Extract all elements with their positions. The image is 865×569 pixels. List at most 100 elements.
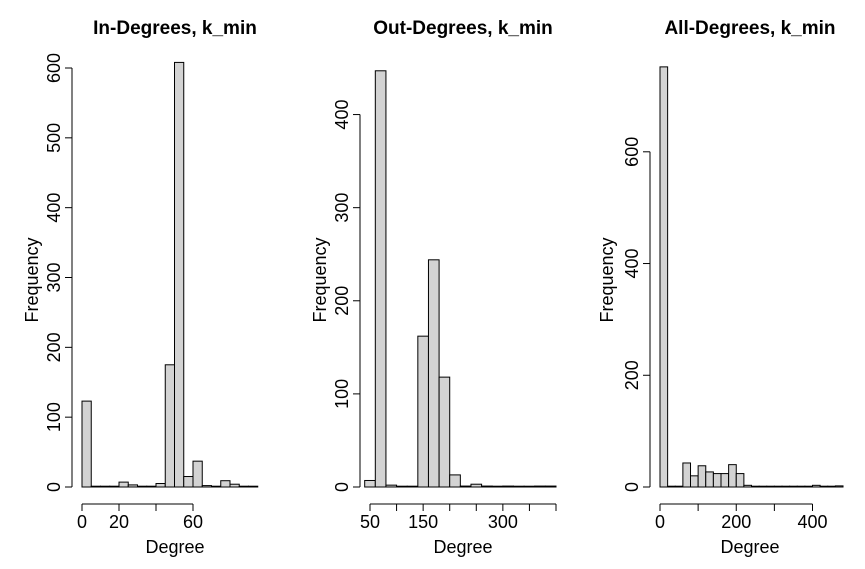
y-tick-label: 600 xyxy=(44,53,64,83)
histogram-bar xyxy=(155,483,166,488)
histogram-bar xyxy=(512,485,525,488)
histogram-bar xyxy=(406,485,419,488)
histogram-bar xyxy=(220,480,231,488)
histogram-bar xyxy=(211,485,222,488)
histogram-bar xyxy=(804,485,814,488)
histogram-bar xyxy=(697,465,707,488)
histogram-bar xyxy=(789,485,798,488)
histogram-bar xyxy=(427,259,440,488)
histogram-bar xyxy=(819,485,829,488)
y-tick-label: 200 xyxy=(622,360,642,390)
histogram-bar xyxy=(690,475,699,488)
y-tick-label: 400 xyxy=(332,100,352,130)
panel-title: All-Degrees, k_min xyxy=(664,18,835,39)
x-tick-label: 200 xyxy=(721,512,751,532)
histogram-bar xyxy=(459,485,472,488)
histogram-bar xyxy=(470,483,483,488)
x-axis: 50 150 300 xyxy=(360,503,557,532)
histogram-bar xyxy=(834,485,844,488)
x-tick-label: 150 xyxy=(408,512,438,532)
x-axis: 0 200 400 xyxy=(655,503,828,532)
histogram-bar xyxy=(127,484,138,488)
y-tick-label: 200 xyxy=(44,332,64,362)
histogram-bar xyxy=(364,479,376,488)
histogram-bar xyxy=(812,484,821,488)
histogram-bar xyxy=(396,485,408,488)
x-tick-label: 20 xyxy=(109,512,129,532)
histogram-bar xyxy=(118,481,129,488)
panel-out-degrees: Out-Degrees, k_min 0 100 200 300 400 50 150 30… xyxy=(310,18,557,557)
histogram-bar xyxy=(137,485,148,488)
y-tick-label: 300 xyxy=(332,193,352,223)
histogram-bar xyxy=(796,485,806,488)
panel-title: Out-Degrees, k_min xyxy=(373,18,553,39)
y-tick-label: 0 xyxy=(622,482,642,492)
histogram-bar xyxy=(81,400,92,488)
histogram-bar xyxy=(667,485,676,488)
y-tick-label: 0 xyxy=(44,482,64,492)
x-tick-label: 400 xyxy=(797,512,827,532)
histogram-bar xyxy=(827,485,836,488)
histogram-bar xyxy=(659,66,669,488)
histogram-bar xyxy=(109,485,120,488)
histogram-bar xyxy=(174,61,185,488)
x-tick-label: 300 xyxy=(488,512,518,532)
histogram-bar xyxy=(90,485,101,488)
y-axis: 0 100 200 300 400 500 600 xyxy=(44,53,73,492)
histogram-bar xyxy=(146,485,157,488)
panel-all-degrees: All-Degrees, k_min 0 200 400 600 0 200 400 Fr… xyxy=(597,18,844,557)
y-tick-label: 100 xyxy=(44,402,64,432)
x-tick-label: 0 xyxy=(77,512,87,532)
histogram-bar xyxy=(374,70,387,488)
histogram-bar xyxy=(534,485,546,488)
histogram-bar xyxy=(705,471,714,488)
histogram-bar xyxy=(735,473,745,488)
histogram-bar xyxy=(758,485,768,488)
y-tick-label: 300 xyxy=(44,262,64,292)
histogram-bar xyxy=(449,474,461,488)
y-tick-label: 400 xyxy=(622,249,642,279)
histogram-bar xyxy=(164,364,175,488)
histogram-bar xyxy=(502,485,514,488)
panel-title: In-Degrees, k_min xyxy=(93,18,257,39)
y-tick-label: 600 xyxy=(622,137,642,167)
x-tick-label: 60 xyxy=(183,512,203,532)
y-tick-label: 200 xyxy=(332,286,352,316)
histogram-bar xyxy=(192,460,203,488)
histogram-bar xyxy=(248,485,259,488)
histogram-bar xyxy=(438,376,451,488)
histogram-bar xyxy=(544,485,557,488)
y-axis: 0 200 400 600 xyxy=(622,137,651,492)
histogram-bar xyxy=(674,485,684,488)
x-tick-label: 50 xyxy=(360,512,380,532)
x-axis-label: Degree xyxy=(145,537,204,557)
histogram-bar xyxy=(781,485,791,488)
histogram-bar xyxy=(728,464,737,488)
histogram-bar xyxy=(743,484,753,488)
panel-in-degrees: In-Degrees, k_min 0 100 200 300 400 500 600 0 2… xyxy=(22,18,259,557)
histogram-bar xyxy=(682,462,692,488)
histogram-bar xyxy=(385,484,398,488)
y-axis-label: Frequency xyxy=(22,237,42,322)
histogram-bar xyxy=(481,485,493,488)
y-tick-label: 100 xyxy=(332,379,352,409)
x-axis-label: Degree xyxy=(720,537,779,557)
histogram-bar xyxy=(238,485,249,488)
histogram-bar xyxy=(491,485,504,488)
x-tick-label: 0 xyxy=(655,512,665,532)
histogram-bar xyxy=(183,476,194,488)
histogram-bar xyxy=(100,485,111,488)
x-axis-label: Degree xyxy=(433,537,492,557)
y-axis-label: Frequency xyxy=(310,237,330,322)
histogram-bar xyxy=(751,485,760,488)
histogram-bar xyxy=(523,485,536,488)
histogram-bar xyxy=(417,335,429,488)
histogram-bars xyxy=(659,66,844,488)
y-axis-label: Frequency xyxy=(597,237,617,322)
histogram-bar xyxy=(766,485,775,488)
y-axis: 0 100 200 300 400 xyxy=(332,100,361,492)
y-tick-label: 400 xyxy=(44,193,64,223)
histogram-bar xyxy=(229,483,240,488)
histogram-bars xyxy=(81,61,259,488)
